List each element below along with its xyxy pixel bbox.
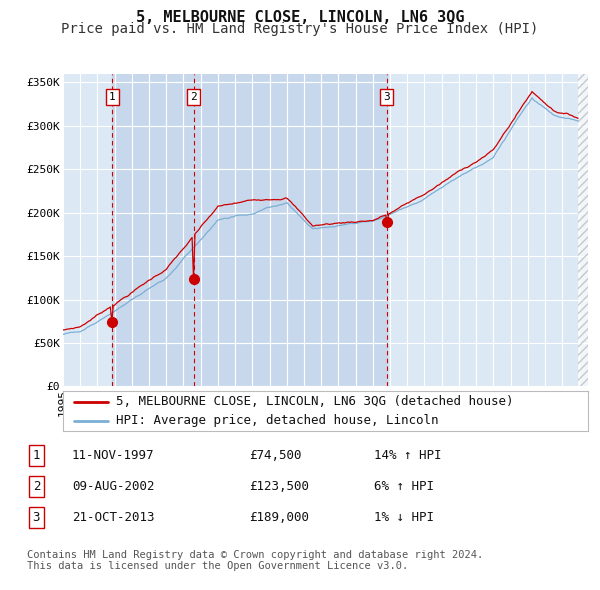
Polygon shape — [578, 74, 588, 386]
Text: £74,500: £74,500 — [250, 449, 302, 462]
Text: 2: 2 — [32, 480, 40, 493]
Text: Contains HM Land Registry data © Crown copyright and database right 2024.
This d: Contains HM Land Registry data © Crown c… — [27, 550, 483, 572]
Text: 6% ↑ HPI: 6% ↑ HPI — [374, 480, 434, 493]
Bar — [112, 74, 194, 386]
Text: 21-OCT-2013: 21-OCT-2013 — [72, 512, 154, 525]
Text: £189,000: £189,000 — [250, 512, 310, 525]
Bar — [194, 74, 386, 386]
Text: 3: 3 — [32, 512, 40, 525]
Text: 1% ↓ HPI: 1% ↓ HPI — [374, 512, 434, 525]
Text: 1: 1 — [32, 449, 40, 462]
Text: Price paid vs. HM Land Registry's House Price Index (HPI): Price paid vs. HM Land Registry's House … — [61, 22, 539, 37]
Text: 5, MELBOURNE CLOSE, LINCOLN, LN6 3QG: 5, MELBOURNE CLOSE, LINCOLN, LN6 3QG — [136, 10, 464, 25]
Text: 11-NOV-1997: 11-NOV-1997 — [72, 449, 154, 462]
Text: 3: 3 — [383, 92, 390, 102]
Text: 1: 1 — [109, 92, 116, 102]
Text: 14% ↑ HPI: 14% ↑ HPI — [374, 449, 441, 462]
Text: 09-AUG-2002: 09-AUG-2002 — [72, 480, 154, 493]
Text: 2: 2 — [190, 92, 197, 102]
Text: 5, MELBOURNE CLOSE, LINCOLN, LN6 3QG (detached house): 5, MELBOURNE CLOSE, LINCOLN, LN6 3QG (de… — [115, 395, 513, 408]
Text: HPI: Average price, detached house, Lincoln: HPI: Average price, detached house, Linc… — [115, 414, 438, 427]
Text: £123,500: £123,500 — [250, 480, 310, 493]
